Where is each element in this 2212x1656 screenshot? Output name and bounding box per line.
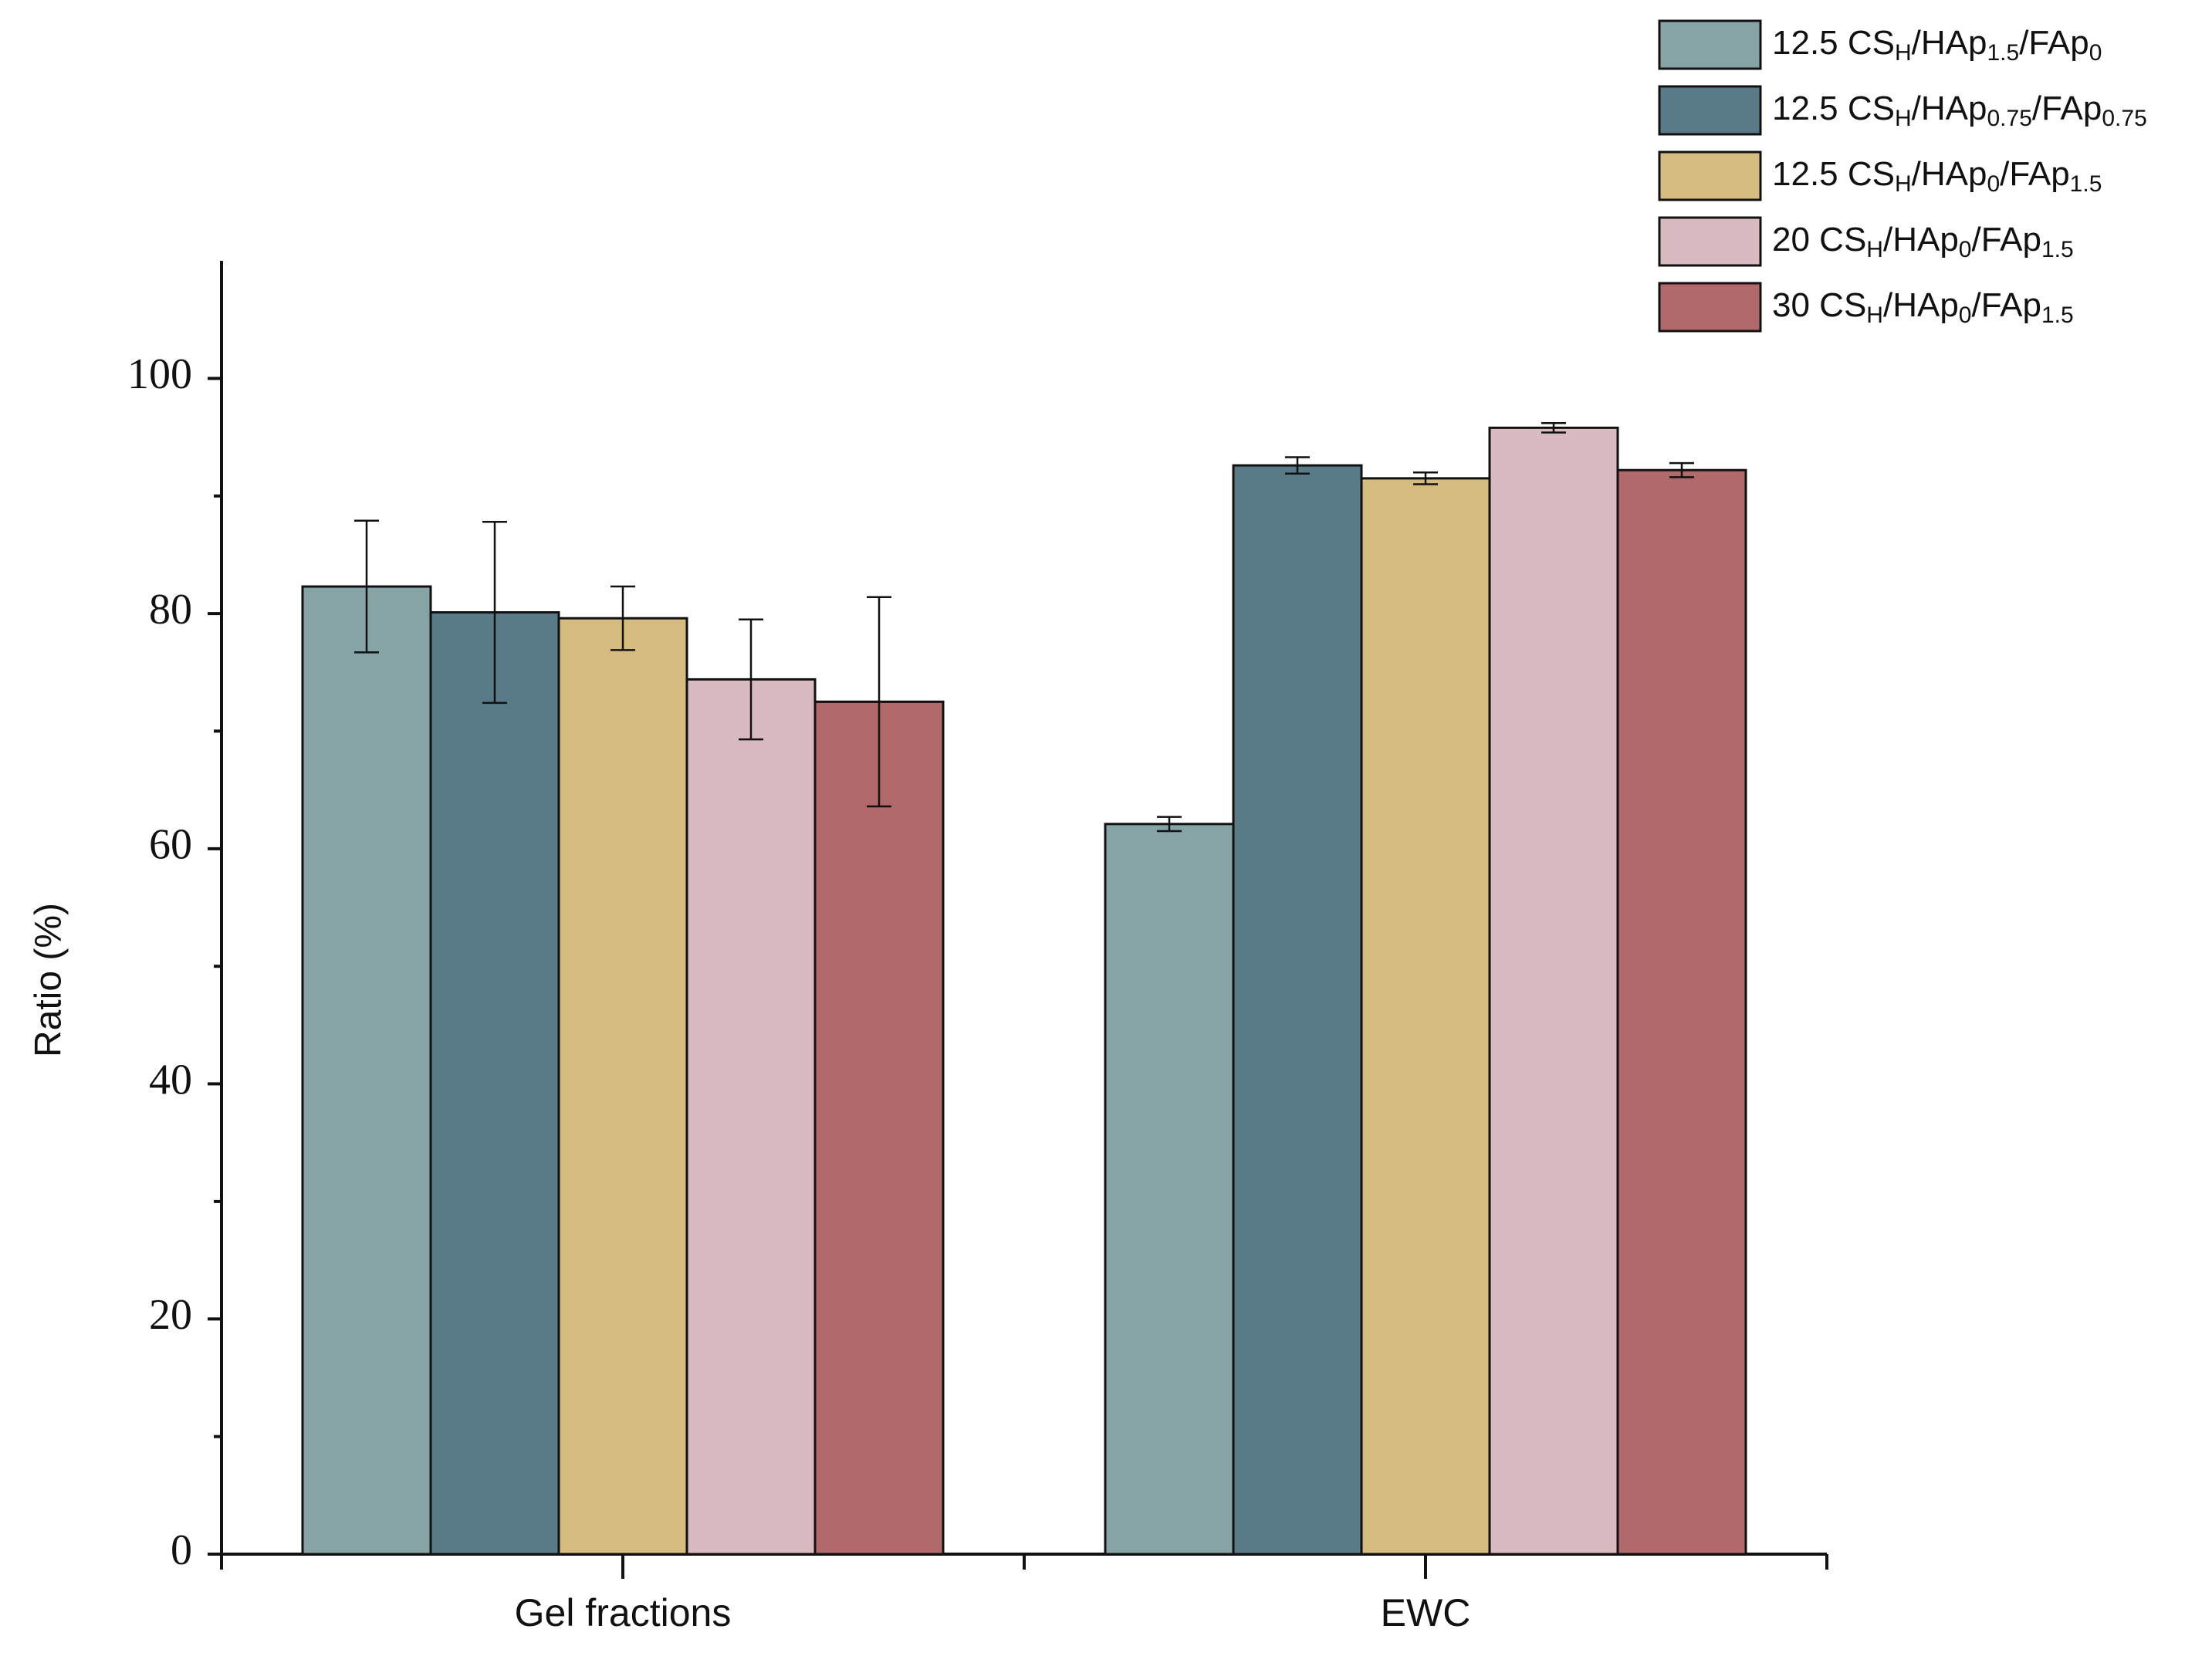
legend-text: 20 CS xyxy=(1772,221,1866,259)
bar xyxy=(1360,477,1491,1556)
legend-subscript: H xyxy=(1866,302,1883,328)
legend-text: /FAp xyxy=(2032,90,2102,127)
bar-group xyxy=(429,520,560,1556)
bar-group xyxy=(1488,422,1619,1556)
legend-label: 12.5 CSH/HAp1.5/FAp0 xyxy=(1772,24,2102,66)
bar xyxy=(1488,426,1619,1556)
x-tick-label: EWC xyxy=(1381,1591,1471,1634)
legend-subscript: 1.5 xyxy=(1987,40,2019,66)
legend-text: /HAp xyxy=(1912,90,1987,127)
legend-text: /FAp xyxy=(1971,286,2041,324)
bar-group xyxy=(1360,471,1491,1556)
legend-subscript: 1.5 xyxy=(2041,237,2074,262)
y-axis-label: Ratio (%) xyxy=(29,903,69,1057)
legend-subscript: H xyxy=(1895,40,1912,66)
legend-label: 12.5 CSH/HAp0/FAp1.5 xyxy=(1772,155,2102,197)
y-tick-label: 0 xyxy=(171,1526,192,1574)
legend-swatch xyxy=(1658,19,1762,70)
error-bar xyxy=(610,585,635,651)
bar xyxy=(1232,464,1363,1556)
error-bar xyxy=(1413,471,1438,485)
legend-text: /FAp xyxy=(1971,221,2041,259)
legend-label: 12.5 CSH/HAp0.75/FAp0.75 xyxy=(1772,90,2147,131)
legend-subscript: 0.75 xyxy=(1987,106,2031,131)
legend-subscript: 0 xyxy=(2089,40,2102,66)
bar-group xyxy=(1104,816,1235,1556)
legend-subscript: H xyxy=(1895,106,1912,131)
legend-subscript: 1.5 xyxy=(2070,171,2102,197)
bar-group xyxy=(557,585,688,1556)
bar xyxy=(301,585,432,1556)
error-bar xyxy=(867,596,891,808)
bar-group xyxy=(685,618,817,1556)
legend-text: /HAp xyxy=(1883,286,1959,324)
legend-label: 20 CSH/HAp0/FAp1.5 xyxy=(1772,221,2074,262)
bar-group xyxy=(813,596,945,1556)
legend-subscript: H xyxy=(1895,171,1912,197)
legend-text: /HAp xyxy=(1883,221,1959,259)
legend-text: /FAp xyxy=(2000,155,2070,193)
error-bar xyxy=(1669,461,1694,478)
legend-swatch xyxy=(1658,150,1762,201)
legend-text: /HAp xyxy=(1912,155,1987,193)
legend-text: /HAp xyxy=(1912,24,1987,62)
bar-group xyxy=(1616,461,1747,1556)
error-bar xyxy=(482,520,507,705)
legend-subscript: 0 xyxy=(1959,237,1972,262)
error-bar xyxy=(1157,816,1182,833)
error-bar xyxy=(1541,422,1566,434)
error-bar xyxy=(1285,456,1310,475)
bar-group xyxy=(301,519,432,1556)
x-tick-label: Gel fractions xyxy=(515,1591,732,1634)
y-tick-label: 100 xyxy=(127,350,192,398)
legend-subscript: 0.75 xyxy=(2102,106,2146,131)
legend-subscript: 0 xyxy=(1987,171,2000,197)
y-tick-label: 40 xyxy=(149,1056,192,1103)
bar xyxy=(813,700,945,1556)
legend-text: 12.5 CS xyxy=(1772,90,1895,127)
legend-text: 12.5 CS xyxy=(1772,24,1895,62)
legend-text: /FAp xyxy=(2019,24,2089,62)
bar xyxy=(429,611,560,1556)
y-tick-label: 60 xyxy=(149,821,192,869)
legend-text: 30 CS xyxy=(1772,286,1866,324)
legend-subscript: 0 xyxy=(1959,302,1972,328)
y-tick-label: 80 xyxy=(149,586,192,634)
legend-label: 30 CSH/HAp0/FAp1.5 xyxy=(1772,286,2074,328)
legend-swatch xyxy=(1658,216,1762,267)
error-bar xyxy=(354,519,379,654)
legend-subscript: H xyxy=(1866,237,1883,262)
legend-swatch xyxy=(1658,282,1762,333)
legend-subscript: 1.5 xyxy=(2041,302,2074,328)
bar xyxy=(557,617,688,1556)
bar-group xyxy=(1232,456,1363,1556)
legend-text: 12.5 CS xyxy=(1772,155,1895,193)
error-bar xyxy=(739,618,763,741)
bar xyxy=(1104,823,1235,1556)
legend-swatch xyxy=(1658,85,1762,136)
y-tick-label: 20 xyxy=(149,1291,192,1339)
bar xyxy=(685,678,817,1556)
bar xyxy=(1616,468,1747,1556)
